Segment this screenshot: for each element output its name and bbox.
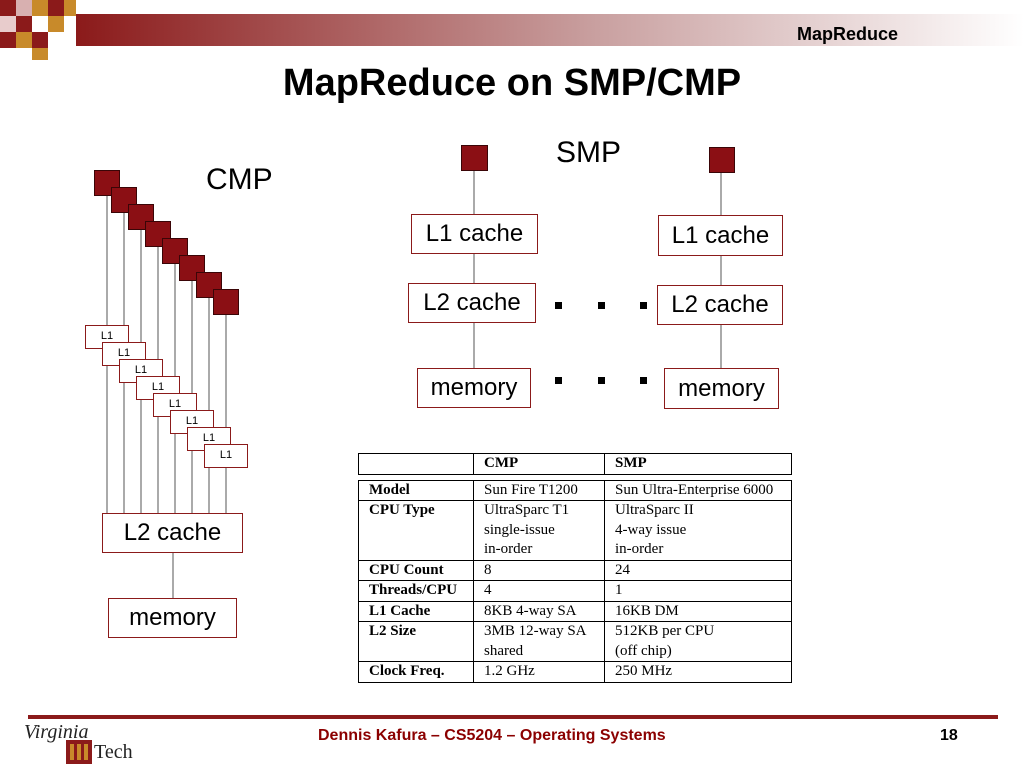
cmp-l1-cache-8: L1	[204, 444, 248, 468]
cell-line: 3MB 12-way SA	[484, 623, 587, 639]
smp-label: SMP	[556, 136, 622, 169]
cell-line: shared	[484, 642, 524, 659]
smp-value: 1	[604, 580, 792, 602]
ellipsis-dot	[555, 302, 562, 309]
cell-line: in-order	[484, 541, 533, 557]
cmp-value: 8KB 4-way SA	[473, 600, 605, 622]
table-row: Threads/CPU 4 1	[358, 580, 792, 602]
cell-line: in-order	[615, 541, 664, 557]
ellipsis-dot	[640, 377, 647, 384]
cell-line: single-issue	[484, 521, 555, 538]
cell-line: 1.2 GHz	[484, 663, 535, 679]
cell-line: 4-way issue	[615, 521, 687, 538]
cmp-core-8	[213, 289, 239, 315]
ellipsis-dot	[640, 302, 647, 309]
ellipsis-dot	[598, 302, 605, 309]
cell-line: UltraSparc II	[615, 502, 694, 518]
cell-line: 24	[615, 561, 630, 578]
smp-memory-left: memory	[417, 368, 531, 408]
header-bar	[0, 0, 1024, 60]
smp-l1-cache-right: L1 cache	[658, 215, 783, 256]
row-label: Threads/CPU	[358, 580, 474, 602]
row-label: L1 Cache	[358, 600, 474, 622]
cmp-value: UltraSparc T1 single-issue in-order	[473, 500, 605, 561]
cell-line: (off chip)	[615, 642, 672, 659]
smp-l2-cache-left: L2 cache	[408, 283, 536, 323]
cmp-value: 1.2 GHz	[473, 661, 605, 683]
table-header-row: CMP SMP	[358, 453, 792, 475]
table-row: CPU Type UltraSparc T1 single-issue in-o…	[358, 500, 792, 561]
smp-value: 250 MHz	[604, 661, 792, 683]
cell-line: 8KB 4-way SA	[484, 602, 577, 619]
ellipsis-dot	[555, 377, 562, 384]
table-row: Model Sun Fire T1200 Sun Ultra-Enterpris…	[358, 479, 792, 501]
cell-line: UltraSparc T1	[484, 502, 570, 518]
smp-value: 16KB DM	[604, 600, 792, 622]
smp-value: Sun Ultra-Enterprise 6000	[604, 479, 792, 501]
logo-line1: Virginia	[24, 721, 88, 743]
cmp-label: CMP	[206, 163, 273, 196]
row-label: L2 Size	[358, 621, 474, 662]
cmp-value: 8	[473, 559, 605, 581]
table-row: L2 Size 3MB 12-way SA shared 512KB per C…	[358, 621, 792, 662]
row-label: CPU Count	[358, 559, 474, 581]
page-number: 18	[940, 727, 958, 744]
smp-cpu-right	[709, 147, 735, 173]
cell-line: 1	[615, 582, 623, 598]
smp-value: 512KB per CPU (off chip)	[604, 621, 792, 662]
cell-line: 16KB DM	[615, 602, 679, 619]
cmp-value: Sun Fire T1200	[473, 479, 605, 501]
smp-cpu-left	[461, 145, 488, 171]
row-label: Model	[358, 479, 474, 501]
slide-title: MapReduce on SMP/CMP	[282, 62, 742, 104]
cmp-value: 3MB 12-way SA shared	[473, 621, 605, 662]
cell-line: 512KB per CPU	[615, 623, 715, 639]
table-row: L1 Cache 8KB 4-way SA 16KB DM	[358, 600, 792, 622]
comparison-table: CMP SMP Model Sun Fire T1200 Sun Ultra-E…	[358, 453, 792, 683]
ellipsis-dot	[598, 377, 605, 384]
table-header-cell: CMP	[473, 453, 605, 475]
smp-value: UltraSparc II 4-way issue in-order	[604, 500, 792, 561]
cell-line: 8	[484, 561, 492, 578]
table-header-cell: SMP	[604, 453, 792, 475]
smp-l1-cache-left: L1 cache	[411, 214, 538, 254]
logo-line2: Tech	[94, 741, 133, 763]
header-title: MapReduce	[796, 24, 898, 44]
footer-text: Dennis Kafura – CS5204 – Operating Syste…	[318, 727, 666, 744]
smp-value: 24	[604, 559, 792, 581]
virginia-tech-logo: Virginia Tech	[24, 721, 133, 764]
footer-rule	[28, 715, 998, 719]
table-row: Clock Freq. 1.2 GHz 250 MHz	[358, 661, 792, 683]
table-row: CPU Count 8 24	[358, 559, 792, 581]
smp-l2-cache-right: L2 cache	[657, 285, 783, 325]
row-label: Clock Freq.	[358, 661, 474, 683]
cell-line: Sun Ultra-Enterprise 6000	[615, 481, 774, 498]
smp-memory-right: memory	[664, 368, 779, 409]
cmp-memory: memory	[108, 598, 237, 638]
cell-line: 250 MHz	[615, 663, 673, 679]
cell-line: 4	[484, 582, 492, 598]
cmp-value: 4	[473, 580, 605, 602]
row-label: CPU Type	[358, 500, 474, 561]
cell-line: Sun Fire T1200	[484, 481, 578, 498]
table-header-cell	[358, 453, 474, 475]
cmp-l2-cache: L2 cache	[102, 513, 243, 553]
